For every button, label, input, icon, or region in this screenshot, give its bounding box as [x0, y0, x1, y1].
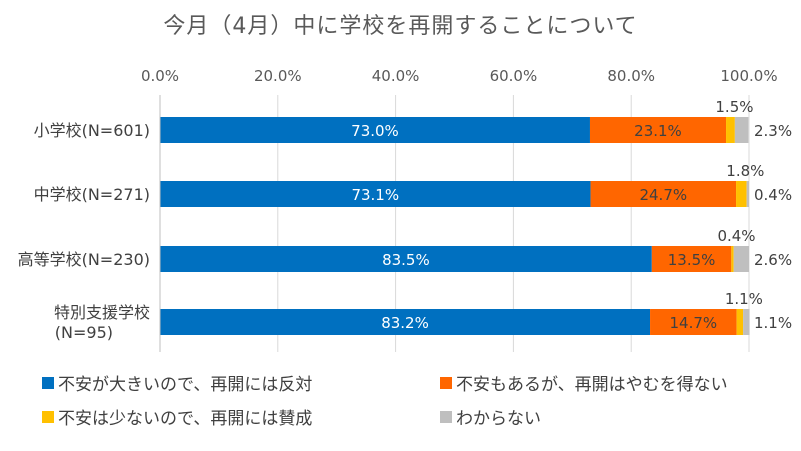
bar-segment	[746, 181, 749, 207]
legend-label: 不安は少ないので、再開には賛成	[58, 409, 313, 429]
data-label: 23.1%	[634, 122, 682, 140]
bar-segment	[731, 246, 734, 272]
legend-item: 不安もあるが、再開はやむを得ない	[440, 370, 728, 395]
bar-segment	[736, 181, 747, 207]
legend-swatch	[440, 410, 452, 423]
data-label: 2.3%	[754, 122, 792, 140]
legend-label: わからない	[456, 409, 541, 429]
data-label: 73.0%	[351, 122, 399, 140]
data-label: 83.5%	[382, 251, 430, 269]
bar-segment	[590, 181, 737, 207]
bar-segment	[160, 246, 652, 272]
legend-item: 不安は少ないので、再開には賛成	[42, 404, 312, 429]
legend-swatch	[42, 376, 54, 389]
category-label: 小学校(N=601)	[34, 121, 150, 140]
x-tick-label: 40.0%	[372, 67, 420, 85]
bar-segment	[651, 246, 732, 272]
data-label: 73.1%	[351, 186, 399, 204]
bar-segment	[650, 309, 737, 335]
x-tick-label: 100.0%	[720, 67, 777, 85]
bar-segment	[726, 117, 735, 143]
data-label: 1.5%	[715, 98, 753, 116]
x-tick-label: 60.0%	[490, 67, 538, 85]
legend-item: 不安が大きいので、再開には反対	[42, 370, 312, 395]
bar-segment	[160, 309, 651, 335]
bar-segment	[736, 309, 744, 335]
legend-swatch	[42, 410, 54, 423]
legend-label: 不安もあるが、再開はやむを得ない	[456, 375, 728, 395]
bar-segment	[160, 117, 590, 143]
legend-swatch	[440, 376, 452, 389]
bar-segment	[734, 117, 749, 143]
data-label: 14.7%	[670, 314, 718, 332]
data-label: 0.4%	[754, 186, 792, 204]
category-label: 特別支援学校(N=95)	[54, 303, 150, 342]
bar-segment	[589, 117, 727, 143]
category-label: 高等学校(N=230)	[18, 250, 150, 269]
legend-item: わからない	[440, 404, 541, 429]
bar-segment	[733, 246, 749, 272]
data-label: 1.1%	[725, 290, 763, 308]
bar-segment	[160, 181, 591, 207]
data-label: 0.4%	[717, 227, 755, 245]
data-label: 1.1%	[754, 314, 792, 332]
legend-label: 不安が大きいので、再開には反対	[58, 375, 313, 395]
data-label: 13.5%	[668, 251, 716, 269]
category-label: 中学校(N=271)	[34, 185, 150, 204]
data-label: 1.8%	[726, 162, 764, 180]
data-label: 83.2%	[381, 314, 429, 332]
data-label: 24.7%	[639, 186, 687, 204]
x-tick-label: 80.0%	[607, 67, 655, 85]
data-label: 2.6%	[754, 251, 792, 269]
x-tick-label: 0.0%	[141, 67, 179, 85]
x-tick-label: 20.0%	[254, 67, 302, 85]
chart-title: 今月（4月）中に学校を再開することについて	[163, 14, 638, 39]
bar-segment	[743, 309, 750, 335]
